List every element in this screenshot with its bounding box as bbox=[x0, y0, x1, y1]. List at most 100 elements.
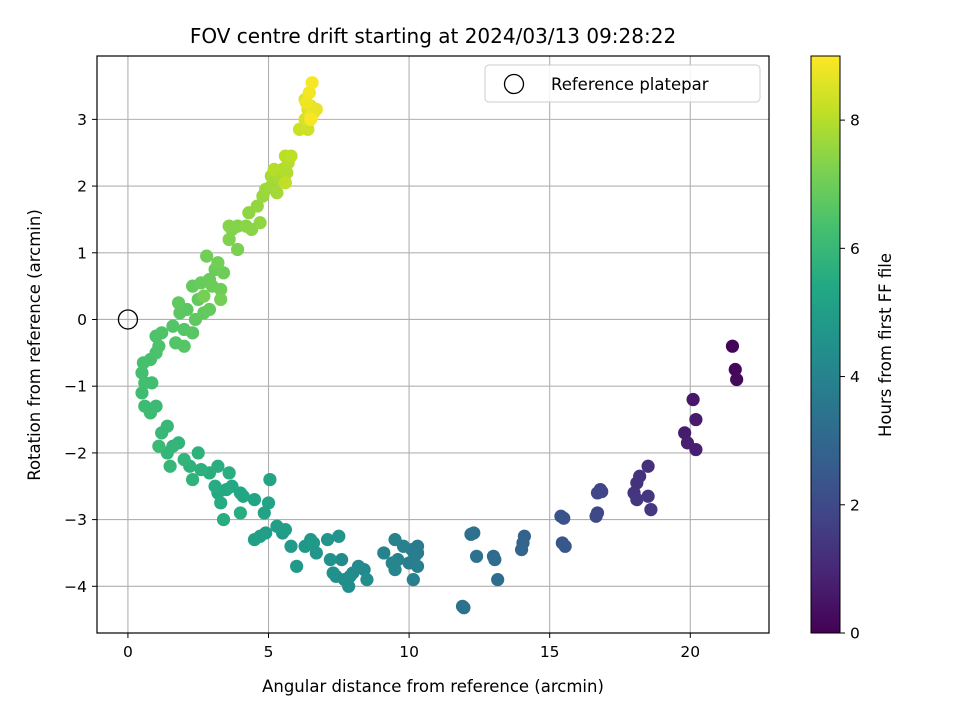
data-point bbox=[304, 112, 318, 126]
data-point bbox=[253, 216, 267, 230]
y-tick-label: −1 bbox=[64, 378, 87, 396]
y-tick-label: 3 bbox=[77, 111, 87, 129]
data-point bbox=[557, 511, 571, 525]
colorbar-ticks: 0 2 4 6 8 bbox=[840, 112, 860, 643]
data-point bbox=[214, 282, 228, 297]
data-point bbox=[305, 76, 319, 90]
data-point bbox=[135, 386, 149, 400]
data-point bbox=[342, 579, 356, 593]
data-point bbox=[194, 462, 208, 477]
data-point bbox=[257, 506, 271, 520]
data-point bbox=[326, 566, 340, 580]
data-point bbox=[335, 553, 349, 567]
colorbar-tick-label: 6 bbox=[850, 240, 860, 258]
data-point bbox=[377, 546, 391, 560]
data-point bbox=[469, 549, 484, 563]
data-point bbox=[302, 86, 316, 100]
data-point bbox=[728, 362, 742, 377]
data-point bbox=[396, 539, 411, 553]
data-point bbox=[351, 559, 366, 573]
data-point bbox=[222, 219, 236, 233]
data-point bbox=[216, 513, 231, 527]
data-point bbox=[595, 484, 609, 499]
data-point bbox=[686, 392, 700, 407]
data-point bbox=[250, 199, 264, 213]
data-point bbox=[301, 122, 315, 136]
x-tick-label: 20 bbox=[680, 643, 700, 661]
x-tick-label: 5 bbox=[264, 643, 274, 661]
y-axis-label: Rotation from reference (arcmin) bbox=[25, 209, 44, 481]
data-point bbox=[267, 162, 281, 176]
data-point bbox=[152, 439, 166, 453]
legend: Reference platepar bbox=[484, 64, 761, 103]
data-point bbox=[135, 366, 149, 380]
data-point bbox=[230, 242, 245, 257]
data-point bbox=[630, 492, 644, 507]
chart-title: FOV centre drift starting at 2024/03/13 … bbox=[190, 24, 676, 48]
data-point bbox=[630, 476, 644, 490]
legend-marker bbox=[503, 73, 525, 95]
data-point bbox=[233, 506, 247, 520]
colorbar-tick-label: 2 bbox=[850, 496, 860, 514]
data-point bbox=[280, 166, 294, 180]
y-tick-label: −3 bbox=[64, 511, 87, 529]
data-point bbox=[191, 446, 205, 460]
data-point bbox=[263, 472, 277, 487]
data-point bbox=[589, 509, 603, 523]
data-point bbox=[641, 489, 655, 503]
data-point bbox=[284, 539, 298, 553]
data-point bbox=[202, 302, 217, 317]
data-point bbox=[641, 459, 655, 473]
data-point bbox=[155, 426, 169, 440]
data-point bbox=[222, 232, 236, 247]
data-point bbox=[558, 539, 572, 553]
colorbar-tick-label: 4 bbox=[850, 368, 860, 386]
data-point bbox=[247, 533, 262, 547]
data-point bbox=[332, 529, 346, 543]
data-point bbox=[197, 289, 211, 303]
data-point bbox=[299, 96, 314, 110]
data-point bbox=[163, 459, 177, 473]
y-tick-label: 1 bbox=[77, 244, 87, 262]
data-point bbox=[185, 472, 200, 487]
grid-lines bbox=[97, 56, 769, 633]
x-axis-ticks: 0 5 10 15 20 bbox=[123, 633, 700, 661]
x-tick-label: 15 bbox=[540, 643, 560, 661]
data-point bbox=[730, 372, 744, 387]
data-point bbox=[644, 502, 658, 517]
y-tick-label: 2 bbox=[77, 178, 87, 196]
data-point bbox=[290, 559, 304, 573]
x-tick-label: 0 bbox=[123, 643, 133, 661]
x-axis-label: Angular distance from reference (arcmin) bbox=[262, 677, 604, 696]
data-point bbox=[488, 553, 502, 567]
data-point bbox=[689, 412, 703, 427]
data-point bbox=[278, 176, 292, 190]
data-point bbox=[678, 426, 692, 440]
data-point bbox=[406, 573, 420, 587]
data-point bbox=[185, 326, 200, 340]
data-point bbox=[208, 479, 222, 493]
y-tick-label: −2 bbox=[64, 444, 87, 462]
data-point bbox=[457, 601, 471, 615]
data-point bbox=[320, 533, 335, 547]
colorbar-tick-label: 0 bbox=[850, 625, 860, 643]
data-point bbox=[166, 319, 180, 333]
data-point bbox=[388, 563, 402, 577]
legend-entry: Reference platepar bbox=[551, 75, 709, 94]
data-point bbox=[306, 536, 321, 550]
colorbar-tick-label: 8 bbox=[850, 112, 860, 130]
data-point bbox=[152, 339, 166, 353]
y-tick-label: 0 bbox=[77, 311, 87, 329]
data-point bbox=[177, 452, 191, 467]
data-point bbox=[278, 523, 292, 537]
data-point bbox=[247, 492, 262, 507]
data-point bbox=[214, 292, 228, 307]
y-tick-label: −4 bbox=[64, 578, 87, 596]
data-point bbox=[155, 326, 169, 340]
data-point bbox=[214, 496, 228, 510]
data-point bbox=[171, 296, 186, 310]
data-point bbox=[410, 559, 425, 573]
data-point bbox=[689, 442, 703, 457]
data-point bbox=[309, 546, 323, 560]
